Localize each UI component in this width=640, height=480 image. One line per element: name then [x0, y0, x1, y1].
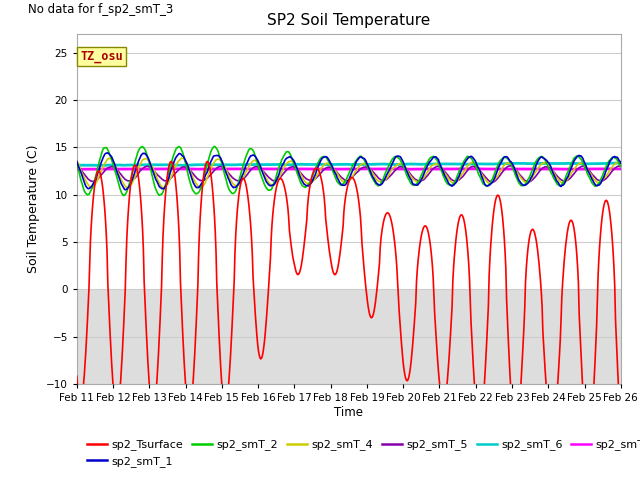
Text: No data for f_sp2_smT_3: No data for f_sp2_smT_3 [28, 2, 173, 15]
Y-axis label: Soil Temperature (C): Soil Temperature (C) [28, 144, 40, 273]
X-axis label: Time: Time [334, 406, 364, 419]
Title: SP2 Soil Temperature: SP2 Soil Temperature [267, 13, 431, 28]
Text: TZ_osu: TZ_osu [81, 50, 123, 63]
Bar [77, 289, 621, 384]
Bar [77, 34, 621, 289]
Legend: sp2_Tsurface, sp2_smT_1, sp2_smT_2, sp2_smT_4, sp2_smT_5, sp2_smT_6, sp2_smT_7: sp2_Tsurface, sp2_smT_1, sp2_smT_2, sp2_… [83, 435, 640, 471]
